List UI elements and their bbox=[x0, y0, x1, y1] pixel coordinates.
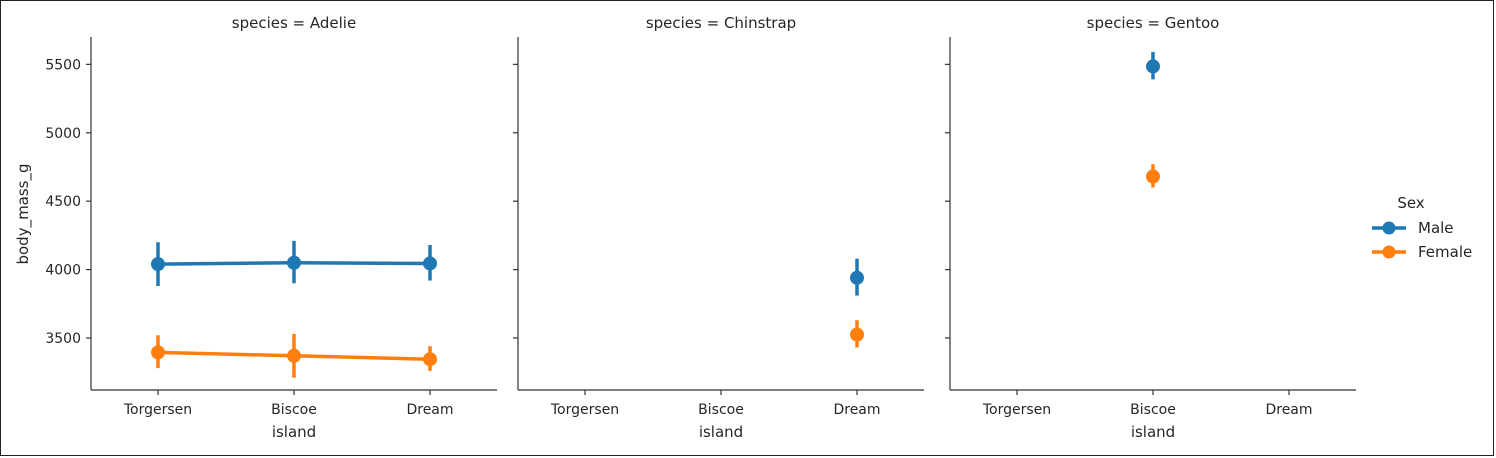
x-tick-label: Biscoe bbox=[1130, 402, 1176, 418]
series-line bbox=[157, 261, 295, 266]
data-point bbox=[287, 255, 301, 270]
data-point bbox=[850, 327, 864, 342]
data-point bbox=[151, 257, 165, 272]
y-tick-label: 4000 bbox=[45, 263, 81, 279]
series-female bbox=[151, 333, 437, 378]
facet-title: species = Adelie bbox=[232, 14, 356, 32]
y-tick-label: 3500 bbox=[45, 331, 81, 347]
legend-label: Female bbox=[1418, 243, 1472, 261]
legend-label: Male bbox=[1418, 219, 1454, 237]
series-male bbox=[1146, 52, 1160, 80]
series-line bbox=[293, 354, 431, 361]
facet-title: species = Gentoo bbox=[1087, 14, 1220, 32]
data-point bbox=[1146, 59, 1160, 74]
facet-title: species = Chinstrap bbox=[646, 14, 796, 32]
facet-panel: species = Chinstrap Torgersen Biscoe Dream i… bbox=[513, 14, 924, 441]
x-axis-label: island bbox=[699, 423, 743, 441]
x-tick-label: Torgersen bbox=[982, 402, 1051, 418]
facet-panel: species = Adelie 3500 4000 4500 5000 5500 Torg… bbox=[45, 14, 497, 441]
legend: Sex Male Female bbox=[1372, 194, 1472, 261]
series-female bbox=[1146, 164, 1160, 188]
data-point bbox=[287, 348, 301, 363]
legend-swatch-marker bbox=[1382, 245, 1396, 259]
y-tick-label: 4500 bbox=[45, 194, 81, 210]
x-axis-label: island bbox=[1131, 423, 1175, 441]
x-tick-label: Torgersen bbox=[550, 402, 619, 418]
data-point bbox=[151, 345, 165, 360]
x-axis-label: island bbox=[272, 423, 316, 441]
y-tick-label: 5500 bbox=[45, 57, 81, 73]
legend-entry: Male bbox=[1372, 219, 1454, 237]
series-male bbox=[151, 240, 437, 287]
legend-swatch-marker bbox=[1382, 221, 1396, 235]
x-tick-label: Biscoe bbox=[271, 402, 317, 418]
legend-title: Sex bbox=[1397, 194, 1424, 212]
data-point bbox=[423, 256, 437, 271]
series-male bbox=[850, 258, 864, 296]
x-tick-label: Torgersen bbox=[123, 402, 192, 418]
y-tick-label: 5000 bbox=[45, 126, 81, 142]
data-point bbox=[850, 270, 864, 285]
x-tick-label: Dream bbox=[833, 402, 880, 418]
facet-panel: species = Gentoo Torgersen Biscoe Dream isla… bbox=[945, 14, 1356, 441]
series-female bbox=[850, 320, 864, 348]
x-tick-label: Dream bbox=[406, 402, 453, 418]
data-point bbox=[423, 352, 437, 367]
legend-entry: Female bbox=[1372, 243, 1472, 261]
data-point bbox=[1146, 169, 1160, 184]
y-axis-label: body_mass_g bbox=[14, 163, 33, 264]
x-tick-label: Dream bbox=[1265, 402, 1312, 418]
series-line bbox=[293, 261, 431, 266]
facet-panels: species = Adelie 3500 4000 4500 5000 5500 Torg… bbox=[45, 14, 1356, 441]
series-line bbox=[157, 350, 295, 358]
x-tick-label: Biscoe bbox=[698, 402, 744, 418]
